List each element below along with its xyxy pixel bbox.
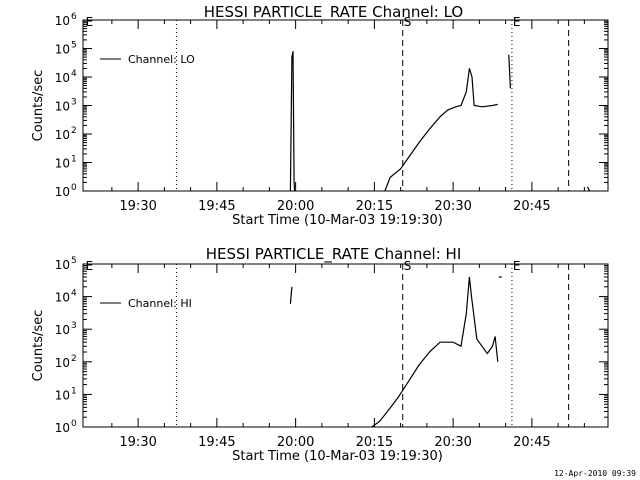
y-tick-label: 10 <box>55 157 70 171</box>
series-line <box>384 68 498 192</box>
y-tick-exponent: 2 <box>71 354 77 364</box>
y-tick-label: 10 <box>55 43 70 57</box>
x-tick-label: 19:45 <box>198 435 235 450</box>
y-tick-exponent: 5 <box>71 41 77 51</box>
x-tick-label: 20:30 <box>434 435 471 450</box>
x-tick-label: 20:45 <box>513 199 550 214</box>
x-tick-label: 20:15 <box>356 199 393 214</box>
y-tick-exponent: 2 <box>71 126 77 136</box>
y-tick-label: 10 <box>55 323 70 337</box>
x-tick-label: 20:00 <box>277 435 314 450</box>
y-tick-exponent: 4 <box>71 69 77 79</box>
y-axis-label: Counts/sec <box>31 310 46 382</box>
footer-timestamp: 12-Apr-2010 09:39 <box>554 469 636 478</box>
y-axis-label: Counts/sec <box>31 70 46 142</box>
y-tick-label: 10 <box>55 71 70 85</box>
x-tick-label: 20:00 <box>277 199 314 214</box>
chart-title: HESSI PARTICLE_RATE Channel: HI <box>206 245 462 264</box>
y-tick-exponent: 0 <box>71 419 77 429</box>
legend-label: Channel: HI <box>128 297 192 310</box>
event-marker-label: E <box>513 15 521 29</box>
x-tick-label: 19:30 <box>119 435 156 450</box>
legend-label: Channel: LO <box>128 53 195 66</box>
y-tick-label: 10 <box>55 388 70 402</box>
series-line <box>289 286 293 304</box>
y-tick-exponent: 1 <box>71 386 77 396</box>
y-tick-label: 10 <box>55 291 70 305</box>
y-tick-exponent: 3 <box>71 321 77 331</box>
x-axis-label: Start Time (10-Mar-03 19:19:30) <box>232 213 443 228</box>
x-tick-label: 20:15 <box>356 435 393 450</box>
series-line <box>289 51 296 192</box>
event-marker-label: S <box>404 259 412 273</box>
y-tick-exponent: 3 <box>71 98 77 108</box>
event-marker-label: S <box>404 15 412 29</box>
x-axis-label: Start Time (10-Mar-03 19:19:30) <box>232 449 443 464</box>
series-line <box>371 276 499 428</box>
y-tick-exponent: 6 <box>71 12 77 22</box>
chart-panel-lo: HESSI PARTICLE_RATE Channel: LO 19:30 19:4… <box>31 3 609 228</box>
x-tick-label: 20:30 <box>434 199 471 214</box>
x-tick-label: 19:30 <box>119 199 156 214</box>
series-line <box>508 54 511 89</box>
y-tick-label: 10 <box>55 14 70 28</box>
x-tick-label: 20:45 <box>513 435 550 450</box>
event-marker-label: E <box>513 259 521 273</box>
y-tick-label: 10 <box>55 100 70 114</box>
y-tick-label: 10 <box>55 356 70 370</box>
y-tick-label: 10 <box>55 258 70 272</box>
y-tick-exponent: 5 <box>71 256 77 266</box>
plot-frame <box>82 263 609 428</box>
y-tick-exponent: 0 <box>71 183 77 193</box>
y-tick-label: 10 <box>55 128 70 142</box>
chart-title: HESSI PARTICLE_RATE Channel: LO <box>204 3 463 22</box>
y-tick-exponent: 4 <box>71 289 77 299</box>
event-marker-label: E <box>86 259 94 273</box>
y-tick-label: 10 <box>55 185 70 199</box>
y-tick-exponent: 1 <box>71 155 77 165</box>
chart-panel-hi: HESSI PARTICLE_RATE Channel: HI 19:30 19:4… <box>31 245 609 464</box>
x-tick-label: 19:45 <box>198 199 235 214</box>
series-line <box>586 186 591 192</box>
plot-frame <box>82 19 609 192</box>
y-tick-label: 10 <box>55 421 70 435</box>
event-marker-label: E <box>86 15 94 29</box>
